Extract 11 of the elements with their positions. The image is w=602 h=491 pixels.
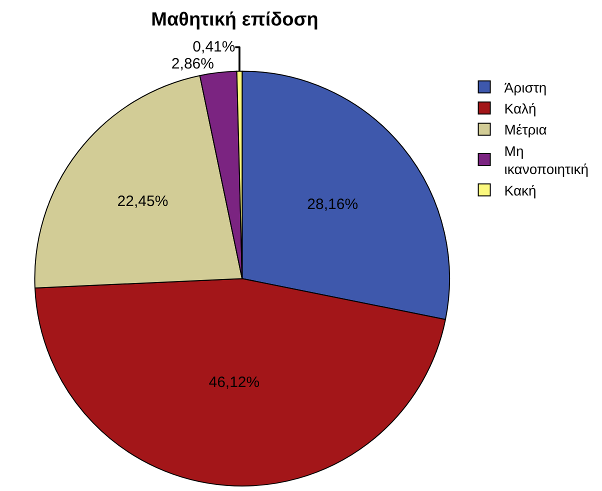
- data-label: 0,41%: [192, 38, 236, 56]
- data-label: 2,86%: [171, 56, 214, 73]
- legend-label: Κακή: [504, 182, 536, 198]
- legend-label: Καλή: [504, 100, 536, 116]
- data-label: 28,16%: [307, 196, 358, 214]
- data-label: 46,12%: [208, 374, 260, 391]
- legend-label: Μη ικανοποιητική: [504, 142, 588, 178]
- legend-label: Άριστη: [504, 79, 547, 96]
- legend-label: Μέτρια: [504, 122, 547, 138]
- data-label: 22,45%: [117, 192, 168, 210]
- chart-title: Μαθητική επίδοση: [151, 10, 318, 31]
